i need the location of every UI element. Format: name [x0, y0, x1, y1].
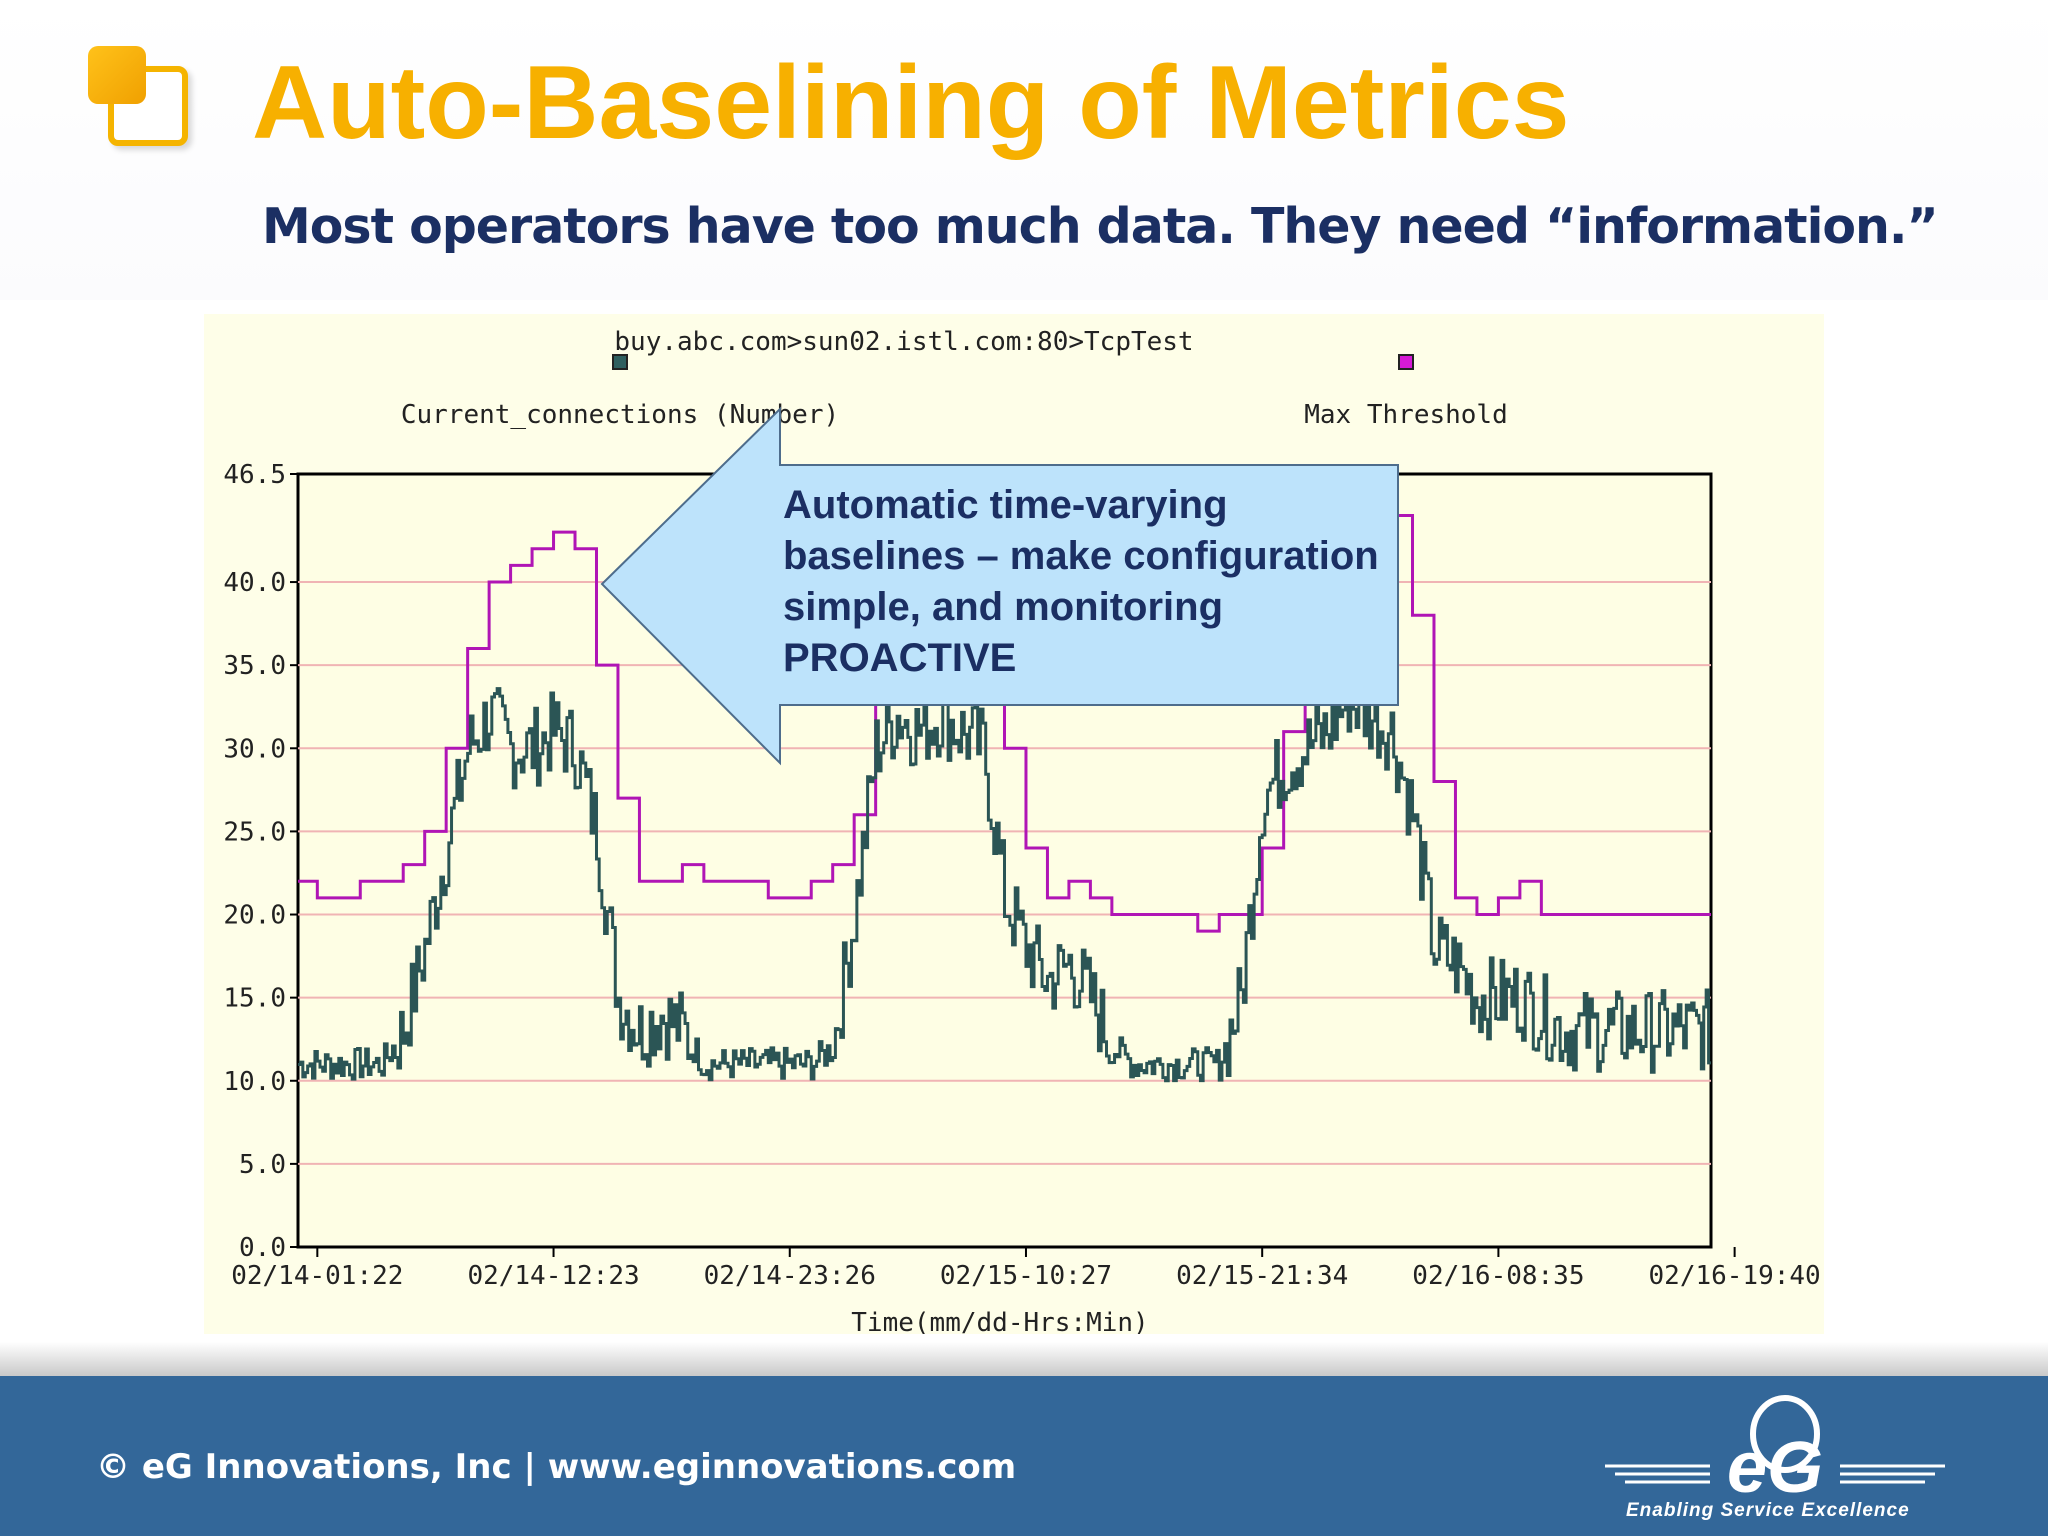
- y-tick-label: 10.0: [223, 1067, 286, 1097]
- chart-title: buy.abc.com>sun02.istl.com:80>TcpTest: [614, 327, 1193, 357]
- footer-copyright: © eG Innovations, Inc | www.eginnovation…: [96, 1447, 1017, 1487]
- legend-marker-max-threshold: [1398, 354, 1414, 370]
- footer-bar: [0, 1376, 2048, 1536]
- slide-background: [0, 0, 2048, 300]
- footer-tagline: Enabling Service Excellence: [1626, 1500, 1910, 1521]
- slide-title: Auto-Baselining of Metrics: [252, 45, 1570, 161]
- footer-shadow: [0, 1342, 2048, 1376]
- slide-subtitle: Most operators have too much data. They …: [262, 198, 1939, 255]
- callout-line: simple, and monitoring: [783, 585, 1224, 629]
- legend-label-max-threshold: Max Threshold: [1304, 400, 1508, 430]
- legend-marker-current-connections: [612, 354, 628, 370]
- x-tick-label: 02/16-19:40: [1649, 1261, 1821, 1291]
- line-chart: buy.abc.com>sun02.istl.com:80>TcpTest Cu…: [223, 327, 1821, 1334]
- x-tick-label: 02/15-10:27: [940, 1261, 1112, 1291]
- legend-label-current-connections: Current_connections (Number): [401, 400, 839, 430]
- y-tick-label: 46.5: [223, 460, 286, 490]
- y-axis-ticks: 0.0 5.0 10.0 15.0 20.0 25.0 30.0 35.0 40.0 46.5: [223, 460, 298, 1263]
- callout-line: PROACTIVE: [783, 636, 1017, 680]
- y-tick-label: 25.0: [223, 817, 286, 847]
- y-tick-label: 15.0: [223, 984, 286, 1014]
- series-line-current-connections: [298, 670, 1711, 1083]
- filled-square-icon: [88, 46, 146, 104]
- eg-logo-text: eG: [1727, 1428, 1823, 1508]
- y-tick-label: 40.0: [223, 568, 286, 598]
- y-tick-label: 5.0: [239, 1150, 286, 1180]
- bullet-squares-icon: [86, 44, 196, 154]
- chart-panel: buy.abc.com>sun02.istl.com:80>TcpTest Cu…: [204, 314, 1824, 1334]
- y-tick-label: 0.0: [239, 1233, 286, 1263]
- y-tick-label: 30.0: [223, 734, 286, 764]
- x-tick-label: 02/16-08:35: [1412, 1261, 1584, 1291]
- x-axis-ticks: 02/14-01:22 02/14-12:23 02/14-23:26 02/15-1…: [231, 1247, 1821, 1291]
- x-tick-label: 02/15-21:34: [1176, 1261, 1348, 1291]
- callout-line: baselines – make configuration: [783, 534, 1379, 578]
- callout-line: Automatic time-varying: [783, 483, 1228, 527]
- x-axis-label: Time(mm/dd-Hrs:Min): [851, 1308, 1148, 1334]
- x-tick-label: 02/14-01:22: [231, 1261, 403, 1291]
- x-tick-label: 02/14-12:23: [467, 1261, 639, 1291]
- y-tick-label: 35.0: [223, 651, 286, 681]
- eg-logo-icon: eG: [1605, 1395, 1945, 1508]
- callout-text: Automatic time-varying baselines – make …: [783, 480, 1379, 684]
- x-tick-label: 02/14-23:26: [704, 1261, 876, 1291]
- y-tick-label: 20.0: [223, 901, 286, 931]
